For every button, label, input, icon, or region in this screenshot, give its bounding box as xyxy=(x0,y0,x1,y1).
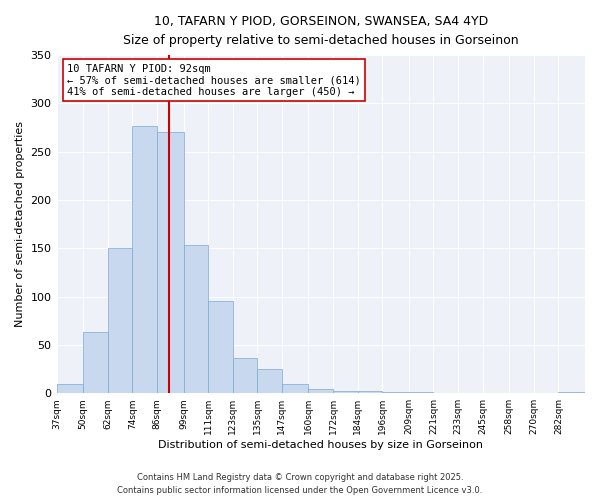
Bar xyxy=(308,390,333,393)
Bar xyxy=(559,392,585,393)
Title: 10, TAFARN Y PIOD, GORSEINON, SWANSEA, SA4 4YD
Size of property relative to semi: 10, TAFARN Y PIOD, GORSEINON, SWANSEA, S… xyxy=(123,15,518,47)
Text: 10 TAFARN Y PIOD: 92sqm
← 57% of semi-detached houses are smaller (614)
41% of s: 10 TAFARN Y PIOD: 92sqm ← 57% of semi-de… xyxy=(67,64,361,97)
Bar xyxy=(409,392,433,393)
Bar xyxy=(56,384,83,393)
Bar xyxy=(108,248,133,393)
X-axis label: Distribution of semi-detached houses by size in Gorseinon: Distribution of semi-detached houses by … xyxy=(158,440,483,450)
Bar xyxy=(83,332,108,393)
Text: Contains HM Land Registry data © Crown copyright and database right 2025.
Contai: Contains HM Land Registry data © Crown c… xyxy=(118,474,482,495)
Bar xyxy=(233,358,257,393)
Bar xyxy=(157,132,184,393)
Bar xyxy=(208,302,233,393)
Bar xyxy=(382,392,409,393)
Y-axis label: Number of semi-detached properties: Number of semi-detached properties xyxy=(15,121,25,327)
Bar xyxy=(358,392,382,393)
Bar xyxy=(257,369,282,393)
Bar xyxy=(282,384,308,393)
Bar xyxy=(133,126,157,393)
Bar xyxy=(184,246,208,393)
Bar xyxy=(333,392,358,393)
